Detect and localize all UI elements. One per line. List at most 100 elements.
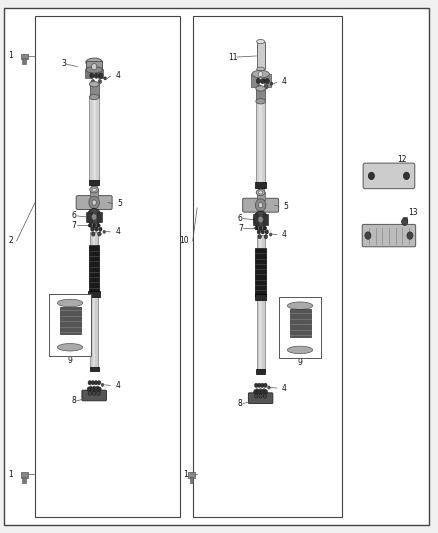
Circle shape xyxy=(265,78,269,84)
Bar xyxy=(257,235,265,248)
Ellipse shape xyxy=(257,67,265,71)
Line: 2 pts: 2 pts xyxy=(237,56,256,57)
Line: 2 pts: 2 pts xyxy=(243,401,252,403)
Circle shape xyxy=(258,85,261,89)
Bar xyxy=(93,232,95,245)
Circle shape xyxy=(257,230,261,234)
Circle shape xyxy=(94,381,98,385)
Point xyxy=(380,224,385,231)
Circle shape xyxy=(264,235,268,239)
Ellipse shape xyxy=(86,67,102,73)
Ellipse shape xyxy=(88,223,100,228)
Bar xyxy=(86,212,92,222)
Circle shape xyxy=(263,389,265,392)
Point xyxy=(240,215,246,222)
Circle shape xyxy=(99,227,102,231)
Bar xyxy=(255,248,266,296)
Circle shape xyxy=(99,73,103,78)
Circle shape xyxy=(87,208,101,225)
Circle shape xyxy=(269,233,272,236)
FancyBboxPatch shape xyxy=(76,196,112,209)
Point xyxy=(393,224,398,231)
Line: 2 pts: 2 pts xyxy=(66,64,78,67)
Bar xyxy=(35,16,180,517)
Circle shape xyxy=(92,232,95,236)
Text: 4: 4 xyxy=(282,384,286,392)
Circle shape xyxy=(258,383,261,387)
Point xyxy=(86,258,92,264)
Bar xyxy=(22,477,26,483)
Bar xyxy=(258,185,264,195)
Point xyxy=(97,285,102,291)
Point xyxy=(97,279,102,286)
Ellipse shape xyxy=(256,189,265,196)
Bar xyxy=(93,295,95,368)
Point xyxy=(263,287,268,294)
Bar xyxy=(255,182,266,188)
Point xyxy=(97,290,102,296)
Bar xyxy=(90,84,99,97)
Text: 4: 4 xyxy=(115,228,120,236)
Point xyxy=(253,245,258,251)
Point xyxy=(287,310,292,316)
Text: 3: 3 xyxy=(61,60,66,68)
Circle shape xyxy=(256,78,261,84)
Circle shape xyxy=(368,172,374,180)
Point xyxy=(253,255,258,262)
Circle shape xyxy=(402,218,408,225)
FancyBboxPatch shape xyxy=(248,393,273,403)
Point xyxy=(263,250,268,256)
Ellipse shape xyxy=(287,346,313,354)
Bar xyxy=(90,232,98,245)
Point xyxy=(240,225,246,231)
Circle shape xyxy=(96,386,99,389)
Bar xyxy=(259,298,262,370)
Circle shape xyxy=(254,394,258,398)
Circle shape xyxy=(93,386,95,389)
Text: 1: 1 xyxy=(8,52,13,60)
Point xyxy=(308,326,313,333)
Bar xyxy=(89,96,99,181)
Point xyxy=(253,277,258,283)
Bar xyxy=(255,294,266,300)
Point xyxy=(367,224,372,231)
Point xyxy=(263,282,268,288)
Bar xyxy=(88,291,100,297)
Point xyxy=(190,238,195,244)
Point xyxy=(110,200,115,207)
Circle shape xyxy=(261,390,264,394)
Point xyxy=(85,222,90,229)
Point xyxy=(263,255,268,262)
Point xyxy=(253,287,258,294)
Point xyxy=(399,240,405,247)
Circle shape xyxy=(92,214,97,220)
Circle shape xyxy=(92,391,96,395)
Point xyxy=(103,76,108,83)
Circle shape xyxy=(91,227,94,231)
Circle shape xyxy=(261,78,265,84)
Point xyxy=(32,53,38,59)
Point xyxy=(253,293,258,299)
Circle shape xyxy=(264,383,267,387)
Bar xyxy=(190,477,193,483)
Circle shape xyxy=(91,381,95,385)
Circle shape xyxy=(88,381,92,385)
Text: 13: 13 xyxy=(408,208,418,216)
Point xyxy=(78,307,83,313)
Point xyxy=(101,228,106,235)
Line: 2 pts: 2 pts xyxy=(275,205,279,206)
Point xyxy=(86,247,92,254)
Point xyxy=(234,54,240,60)
Text: 1: 1 xyxy=(8,470,13,479)
Circle shape xyxy=(87,387,91,391)
Circle shape xyxy=(93,224,95,227)
Circle shape xyxy=(103,230,106,233)
Ellipse shape xyxy=(258,191,263,194)
Point xyxy=(194,205,200,211)
Point xyxy=(268,384,273,391)
Point xyxy=(287,316,292,322)
Point xyxy=(274,385,279,391)
Point xyxy=(380,240,385,247)
Bar xyxy=(257,42,265,69)
Bar xyxy=(251,74,258,87)
